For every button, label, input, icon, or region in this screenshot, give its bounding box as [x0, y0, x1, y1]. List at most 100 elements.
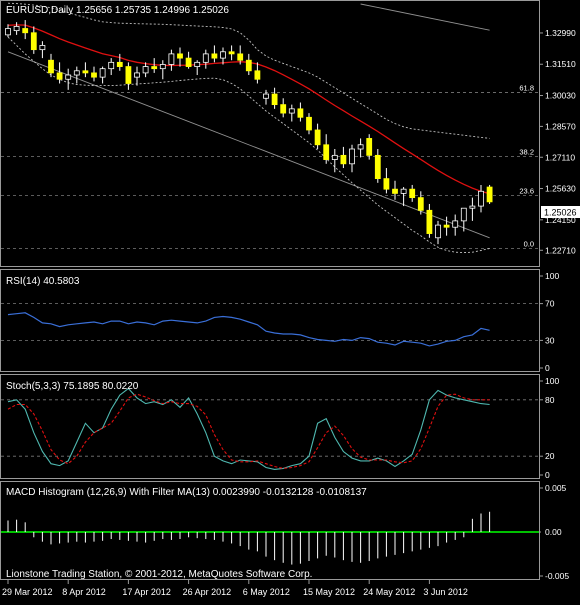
date-axis-label: 17 Apr 2012 [122, 587, 171, 597]
candle-body [443, 224, 450, 228]
candle-body [409, 188, 416, 199]
candle-body [56, 72, 63, 80]
rsi-axis-label: 70 [545, 299, 555, 309]
candle-body [349, 148, 355, 165]
candle-body [452, 220, 459, 228]
price-panel-frame [0, 0, 540, 267]
candle-body [435, 224, 441, 239]
candle-body [400, 188, 407, 194]
candle-body [417, 197, 424, 211]
candle-body [30, 32, 37, 51]
candle-body [478, 190, 484, 207]
date-axis-label: 29 Mar 2012 [2, 587, 53, 597]
macd-panel-frame [0, 481, 540, 580]
candle-body [306, 116, 312, 131]
lower-envelope-band [7, 36, 490, 254]
candle-body [116, 61, 123, 67]
date-axis-label: 24 May 2012 [363, 587, 415, 597]
candle-body [220, 51, 226, 59]
price-axis-label: 1.25630 [545, 184, 576, 194]
date-axis-label: 3 Jun 2012 [423, 587, 468, 597]
candle-body [108, 61, 115, 70]
current-price-box [541, 206, 580, 218]
candle-body [297, 108, 304, 118]
candle-body [237, 53, 244, 61]
rsi-axis-label: 0 [545, 363, 550, 373]
macd-zero-axis-label: 0.00 [545, 527, 562, 537]
price-panel-title: EURUSD,Daily 1.25656 1.25735 1.24996 1.2… [6, 5, 229, 16]
fib-level-label: 38.2 [519, 147, 534, 156]
stoch-axis-label: 80 [545, 395, 555, 405]
price-axis-label: 1.32990 [545, 28, 576, 38]
rsi-axis-label: 30 [545, 335, 555, 345]
current-price-label: 1.25026 [544, 208, 577, 218]
candle-body [202, 53, 209, 63]
macd-axis-label: -0.005 [545, 571, 569, 581]
candle-body [5, 28, 11, 36]
macd-axis-label: 0.005 [545, 483, 567, 493]
candle-body [185, 57, 192, 67]
stoch-axis-label: 100 [545, 376, 559, 386]
candle-body [340, 154, 347, 165]
candle-body [151, 66, 158, 70]
stoch-axis-label: 20 [545, 451, 555, 461]
candle-body [288, 108, 295, 114]
candle-body [82, 70, 89, 74]
price-axis-label: 1.28570 [545, 121, 576, 131]
candle-body [168, 53, 175, 65]
candle-body [39, 45, 46, 51]
rsi-line [7, 312, 490, 347]
candle-body [426, 209, 433, 234]
candle-body [366, 138, 373, 156]
date-axis-label: 26 Apr 2012 [183, 587, 232, 597]
price-axis-label: 1.31510 [545, 59, 576, 69]
candle-body [22, 28, 29, 34]
copyright-text: Lionstone Trading Station, © 2001-2012, … [6, 569, 312, 580]
candle-body [211, 53, 218, 59]
fib-level-label: 0.0 [524, 239, 534, 248]
rsi-axis-label: 100 [545, 271, 559, 281]
candle-body [331, 154, 338, 160]
price-axis-label: 1.27110 [545, 152, 575, 162]
candle-body [65, 74, 72, 80]
trend-line [360, 3, 490, 31]
price-axis-label: 1.30030 [545, 91, 576, 101]
candle-body [392, 188, 398, 194]
macd-zero-label-bg [541, 527, 577, 537]
candle-body [323, 144, 330, 160]
candle-body [486, 186, 493, 203]
candle-body [194, 61, 201, 67]
stoch-main-line [7, 387, 490, 470]
date-axis-label: 8 Apr 2012 [62, 587, 106, 597]
stoch-panel-title: Stoch(5,3,3) 75.1895 80.0220 [6, 381, 139, 392]
candle-body [460, 207, 467, 222]
candle-body [91, 72, 97, 78]
candle-body [245, 59, 252, 72]
stoch-axis-label: 0 [545, 470, 550, 480]
candle-body [271, 93, 278, 106]
candle-body [228, 51, 235, 55]
price-axis-label: 1.22710 [545, 245, 576, 255]
candle-body [314, 129, 321, 146]
candle-body [48, 59, 54, 74]
candle-body [357, 144, 364, 150]
candle-body [134, 72, 140, 78]
fib-level-label: 61.8 [519, 84, 534, 93]
candle-body [280, 104, 287, 114]
candle-body [254, 70, 261, 80]
candle-body [73, 70, 80, 76]
trend-line [7, 51, 490, 239]
candle-body [159, 64, 166, 70]
stoch-panel-frame [0, 374, 540, 479]
candle-body [383, 178, 390, 190]
rsi-panel-frame [0, 269, 540, 372]
candle-body [263, 93, 269, 99]
candle-body [125, 66, 132, 84]
price-axis-label: 1.24150 [545, 215, 576, 225]
candle-body [142, 66, 149, 74]
stoch-signal-line [7, 393, 490, 469]
candle-body [177, 53, 183, 59]
